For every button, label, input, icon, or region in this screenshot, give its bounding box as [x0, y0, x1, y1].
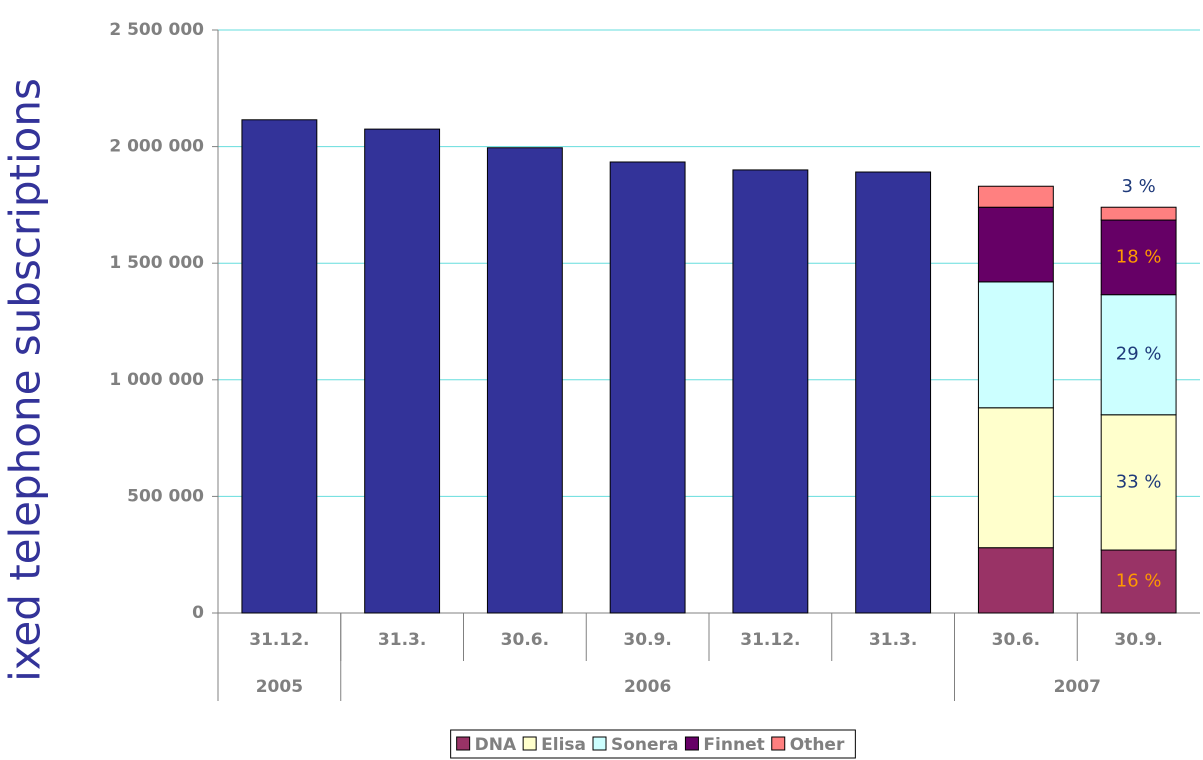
- legend-label: Elisa: [541, 735, 586, 755]
- x-group-label: 2005: [256, 677, 303, 697]
- legend-swatch: [592, 736, 607, 751]
- bar-segment: [977, 185, 1054, 208]
- bar: [364, 128, 441, 614]
- bar: [609, 161, 686, 614]
- legend-box: [450, 729, 856, 759]
- legend-swatch: [522, 736, 537, 751]
- segment-label: 16 %: [1116, 571, 1162, 592]
- x-tick-label: 30.6.: [992, 630, 1040, 650]
- segment-label: 29 %: [1116, 344, 1162, 365]
- y-tick-label: 1 500 000: [109, 253, 204, 273]
- y-tick-label: 2 000 000: [109, 137, 204, 157]
- bar: [732, 169, 809, 614]
- bar-segment: [977, 547, 1054, 614]
- bar-segment: [1100, 414, 1177, 551]
- bar: [241, 119, 318, 614]
- bar: [486, 147, 563, 614]
- x-tick-label: 31.3.: [378, 630, 426, 650]
- legend-swatch: [684, 736, 699, 751]
- y-tick-label: 0: [192, 603, 204, 623]
- bar-segment: [977, 407, 1054, 549]
- y-axis-title: ixed telephone subscriptions: [1, 78, 50, 682]
- x-group-label: 2006: [624, 677, 671, 697]
- legend-label: Finnet: [703, 735, 764, 755]
- x-tick-label: 31.3.: [869, 630, 917, 650]
- bar-segment: [977, 206, 1054, 283]
- legend-swatch: [456, 736, 471, 751]
- x-tick-label: 31.12.: [740, 630, 800, 650]
- y-tick-label: 2 500 000: [109, 20, 204, 40]
- legend-label: Other: [790, 735, 845, 755]
- bar-segment: [1100, 294, 1177, 416]
- x-tick-label: 30.6.: [501, 630, 549, 650]
- legend-label: DNA: [475, 735, 517, 755]
- segment-label: 3 %: [1121, 176, 1155, 197]
- bar-segment: [1100, 549, 1177, 614]
- x-group-label: 2007: [1054, 677, 1101, 697]
- bar-segment: [977, 281, 1054, 409]
- bar-segment: [1100, 219, 1177, 296]
- x-tick-label: 31.12.: [249, 630, 309, 650]
- x-tick-label: 30.9.: [623, 630, 671, 650]
- segment-label: 33 %: [1116, 471, 1162, 492]
- y-tick-label: 500 000: [127, 486, 204, 506]
- segment-label: 18 %: [1116, 246, 1162, 267]
- legend-swatch: [771, 736, 786, 751]
- legend-label: Sonera: [611, 735, 678, 755]
- bar-segment: [1100, 206, 1177, 221]
- x-tick-label: 30.9.: [1114, 630, 1162, 650]
- bar: [855, 171, 932, 614]
- legend: DNA Elisa Sonera Finnet Other: [450, 729, 856, 759]
- y-tick-label: 1 000 000: [109, 370, 204, 390]
